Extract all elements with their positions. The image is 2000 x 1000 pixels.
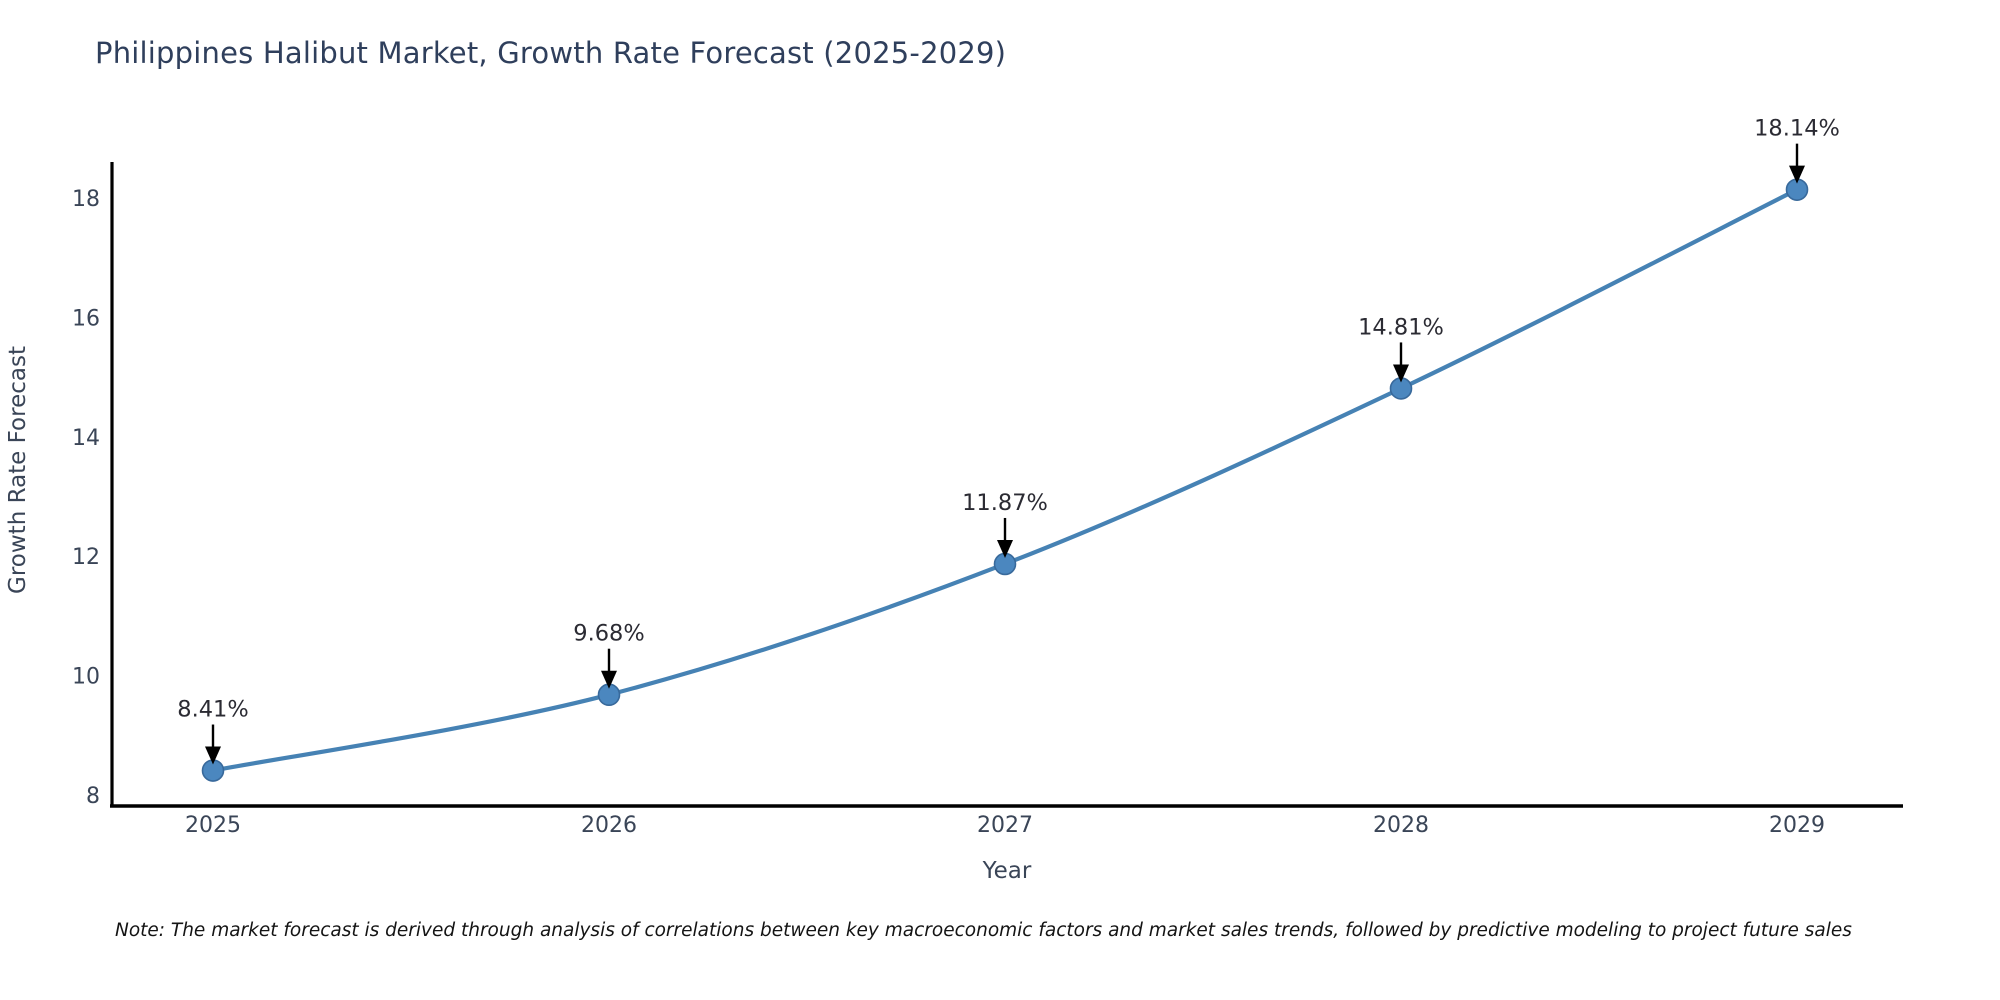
annotation-arrow-head xyxy=(205,746,221,765)
forecast-line xyxy=(210,187,1800,773)
annotation-arrow-head xyxy=(1393,364,1409,383)
y-tick-label: 12 xyxy=(72,545,100,570)
data-point-label: 8.41% xyxy=(177,697,248,723)
x-axis-title: Year xyxy=(982,858,1032,884)
x-tick-label: 2026 xyxy=(581,813,637,838)
x-tick-label: 2029 xyxy=(1769,813,1825,838)
data-point-label: 9.68% xyxy=(573,621,644,647)
chart-title: Philippines Halibut Market, Growth Rate … xyxy=(95,36,1007,70)
data-point-label: 14.81% xyxy=(1358,314,1444,340)
y-tick-label: 18 xyxy=(72,187,100,212)
x-tick-label: 2027 xyxy=(977,813,1033,838)
y-tick-label: 16 xyxy=(72,306,100,331)
annotation-arrow-head xyxy=(997,539,1013,558)
annotation-arrow-head xyxy=(1789,165,1805,184)
footnote-text: Note: The market forecast is derived thr… xyxy=(115,920,1852,941)
y-tick-label: 14 xyxy=(72,426,100,451)
annotation-arrow-head xyxy=(601,670,617,689)
x-tick-label: 2025 xyxy=(185,813,241,838)
data-point-label: 18.14% xyxy=(1754,116,1840,142)
data-point-label: 11.87% xyxy=(962,490,1048,516)
x-tick-label: 2028 xyxy=(1373,813,1429,838)
y-axis-title: Growth Rate Forecast xyxy=(5,346,31,594)
y-tick-label: 8 xyxy=(86,784,100,809)
y-tick-label: 10 xyxy=(72,665,100,690)
